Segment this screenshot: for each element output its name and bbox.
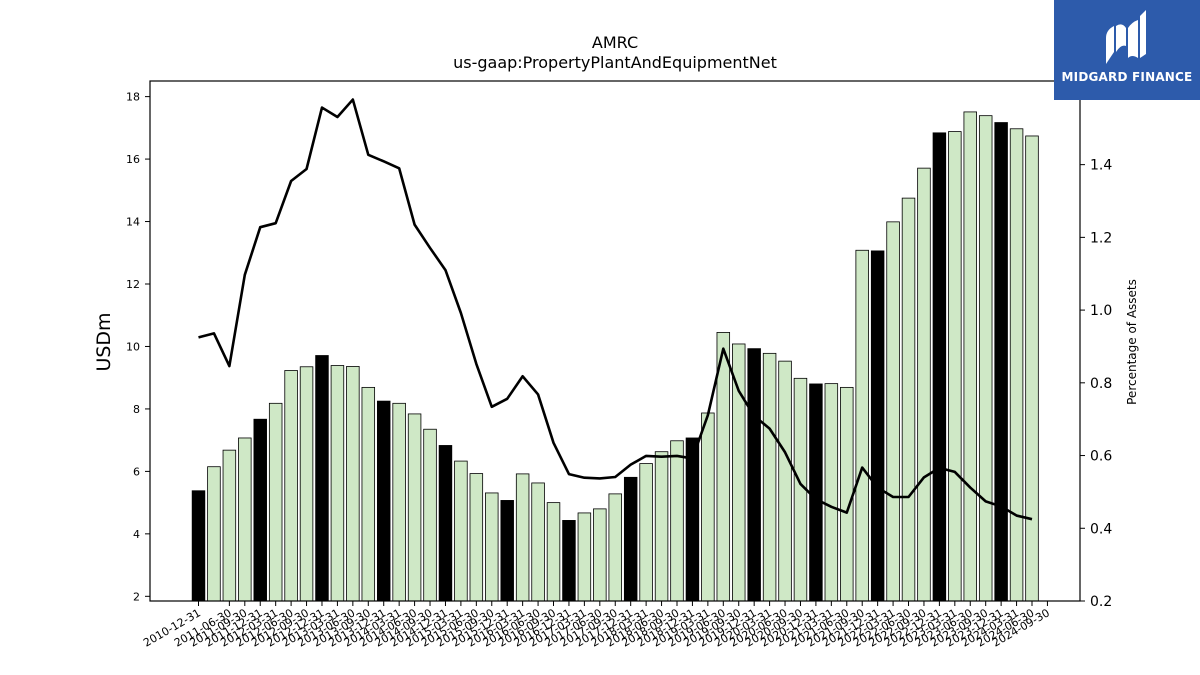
bar-2011-03-31 (207, 466, 221, 602)
bar-2021-09-30 (855, 249, 869, 602)
bar-2019-09-30 (732, 343, 746, 602)
y-axis-left: 2 4 6 8 10 12 14 16 18 (126, 91, 150, 603)
bar-2018-09-30 (670, 440, 684, 602)
bar-2017-09-30 (608, 493, 622, 602)
y-tick-label: 8 (133, 403, 140, 416)
bar-2017-06-30 (593, 508, 607, 602)
bar-2014-12-31 (438, 445, 453, 602)
y-tick-label: 6 (133, 465, 140, 478)
brand-logo: MIDGARD FINANCE (1054, 0, 1200, 100)
bar-2019-12-31 (747, 348, 761, 602)
y-tick-label: 16 (126, 153, 140, 166)
y-axis-label: USDm (93, 312, 115, 371)
bar-2024-03-31 (1009, 128, 1024, 602)
bar-2023-12-31 (994, 122, 1008, 602)
bar-2011-12-31 (253, 418, 267, 602)
bar-2022-09-30 (917, 167, 931, 602)
bar-2016-03-31 (515, 473, 530, 602)
y2-tick-label: 1.2 (1090, 230, 1112, 246)
bar-2016-09-30 (546, 502, 561, 602)
midgard-logo-icon (1106, 10, 1146, 64)
bar-2021-12-31 (870, 250, 885, 602)
bar-2011-09-30 (238, 437, 252, 602)
x-axis: 2010-12-312011-06-302011-09-302011-12-31… (141, 601, 1052, 650)
bar-2023-09-30 (978, 115, 993, 602)
y-tick-label: 18 (126, 91, 140, 104)
y2-axis-label: Percentage of Assets (1125, 279, 1139, 405)
bar-2013-09-30 (361, 386, 376, 602)
bar-2010-12-31 (191, 490, 206, 602)
y-tick-label: 4 (133, 528, 140, 541)
bar-2020-03-31 (762, 352, 777, 602)
bar-2012-06-30 (284, 370, 298, 602)
bar-2021-03-31 (824, 383, 839, 602)
bar-2021-06-30 (840, 386, 854, 602)
y-tick-label: 10 (126, 340, 140, 353)
y-tick-label: 12 (126, 278, 140, 291)
bar-2015-09-30 (485, 492, 499, 602)
bar-2015-12-31 (500, 500, 514, 602)
bar-2023-06-30 (963, 111, 977, 602)
bar-2015-03-31 (454, 460, 468, 602)
bar-2012-03-31 (268, 402, 283, 602)
bar-2022-12-31 (932, 132, 947, 602)
bar-2018-03-31 (639, 463, 653, 602)
bar-2017-03-31 (577, 512, 592, 602)
bar-2016-06-30 (531, 482, 545, 602)
bar-2013-03-31 (330, 365, 345, 602)
y2-tick-label: 0.4 (1090, 521, 1112, 537)
bar-2024-06-30 (1025, 135, 1039, 602)
bar-2017-12-31 (623, 476, 638, 602)
chart-subtitle: us-gaap:PropertyPlantAndEquipmentNet (453, 53, 777, 72)
y2-tick-label: 1.4 (1090, 158, 1112, 174)
bar-2022-03-31 (886, 221, 900, 602)
bar-2022-06-30 (901, 197, 916, 602)
bar-2015-06-30 (469, 473, 484, 602)
logo-text: MIDGARD FINANCE (1061, 70, 1193, 84)
bar-2012-09-30 (299, 366, 314, 602)
bar-2011-06-30 (222, 449, 237, 602)
y2-tick-label: 0.2 (1090, 594, 1112, 610)
y2-tick-label: 1.0 (1090, 303, 1112, 319)
line-series (198, 98, 1033, 521)
bar-2013-12-31 (376, 400, 391, 602)
percentage-of-assets-line (198, 98, 1033, 521)
bar-2012-12-31 (315, 355, 329, 602)
bar-2014-03-31 (392, 402, 406, 602)
bar-2013-06-30 (346, 366, 360, 602)
bar-2014-06-30 (407, 413, 422, 602)
bar-2020-12-31 (809, 383, 823, 602)
chart-title: AMRC (592, 33, 638, 52)
bar-2016-12-31 (562, 520, 576, 602)
bar-2019-03-31 (701, 412, 715, 602)
bar-2018-06-30 (654, 451, 669, 602)
y-axis-right: 0.2 0.4 0.6 0.8 1.0 1.2 1.4 (1080, 158, 1112, 610)
bar-2023-03-31 (948, 131, 962, 602)
y2-tick-label: 0.8 (1090, 376, 1112, 392)
bar-2018-12-31 (685, 437, 700, 602)
bar-2014-09-30 (423, 428, 437, 602)
y-tick-label: 2 (133, 590, 140, 603)
y2-tick-label: 0.6 (1090, 449, 1112, 465)
y-tick-label: 14 (126, 216, 140, 229)
bar-2020-06-30 (778, 360, 792, 602)
bar-series (191, 111, 1039, 602)
